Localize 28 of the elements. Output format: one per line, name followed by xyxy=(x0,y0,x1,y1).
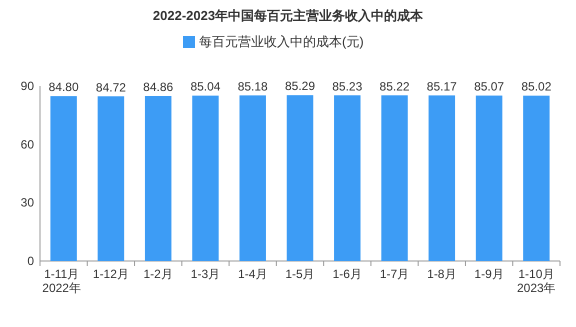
x-tick-label: 1-3月 xyxy=(190,267,220,281)
x-tick-label: 1-10月 2023年 xyxy=(517,267,556,295)
y-tick-label: 0 xyxy=(27,254,34,268)
data-label: 85.04 xyxy=(190,80,221,94)
legend-label: 每百元营业收入中的成本(元) xyxy=(199,34,364,49)
data-label: 85.22 xyxy=(380,79,410,94)
x-tick-label: 1-9月 xyxy=(474,267,504,281)
x-tick-label: 1-12月 xyxy=(92,267,129,281)
data-label: 85.29 xyxy=(284,79,316,94)
x-tick-label: 1-4月 xyxy=(238,267,268,281)
y-tick-label: 90 xyxy=(20,79,34,93)
x-tick-label: 1-6月 xyxy=(332,267,362,281)
data-label: 85.02 xyxy=(521,80,552,94)
data-label: 85.18 xyxy=(238,79,268,94)
x-tick-label: 1-7月 xyxy=(380,267,410,281)
data-label: 84.86 xyxy=(143,80,174,94)
x-tick-label: 1-11月 2022年 xyxy=(42,267,81,295)
data-label: 85.17 xyxy=(426,79,458,94)
data-label: 84.72 xyxy=(96,80,126,94)
x-tick-label: 1-5月 xyxy=(285,267,315,281)
data-label: 85.23 xyxy=(332,79,363,94)
y-tick-label: 30 xyxy=(20,196,34,210)
chart-title: 2022-2023年中国每百元主营业务收入中的成本 xyxy=(152,8,424,23)
data-label: 85.07 xyxy=(474,80,504,94)
y-tick-label: 60 xyxy=(20,137,34,152)
x-tick-label: 1-8月 xyxy=(427,267,456,281)
x-tick-label: 1-2月 xyxy=(144,267,173,281)
data-label: 84.80 xyxy=(48,80,79,94)
